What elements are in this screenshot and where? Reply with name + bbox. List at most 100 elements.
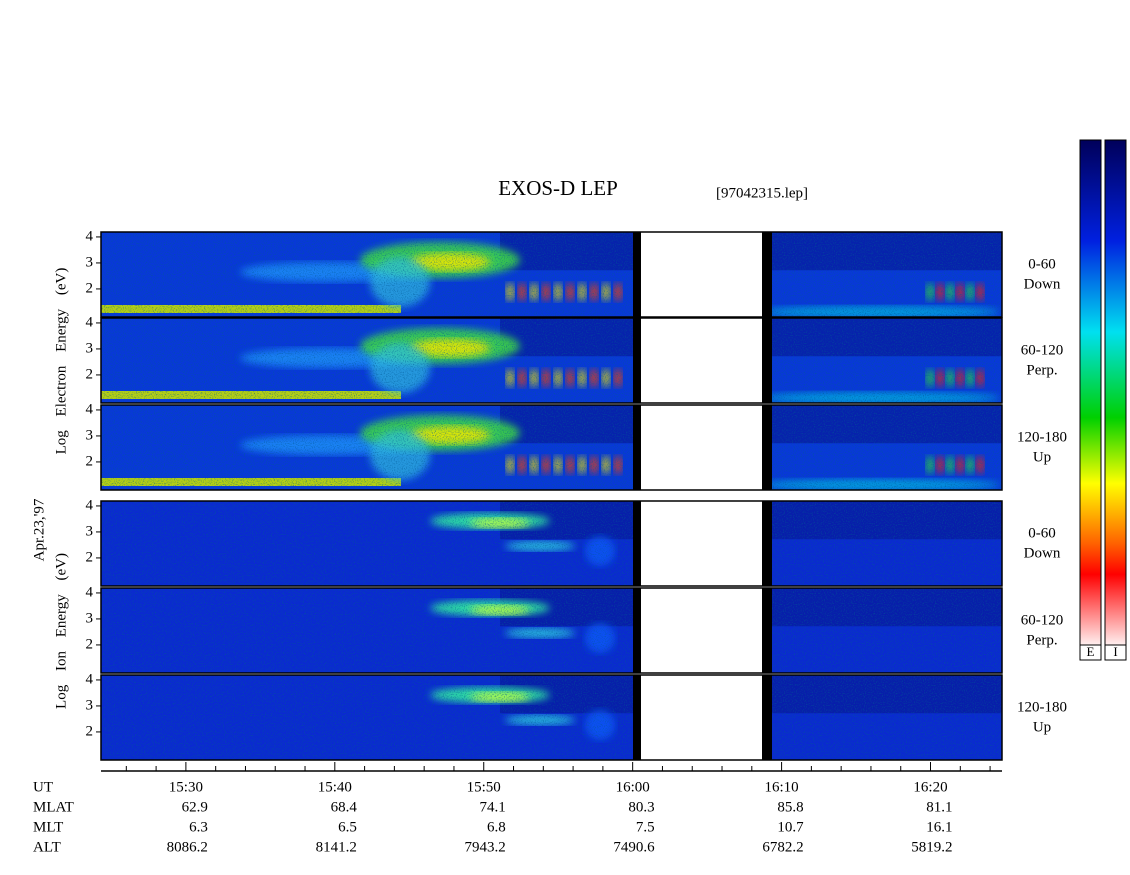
x-axis-name: UT [33,779,53,795]
pitch-label: 120-180 [1017,699,1067,715]
y-tick-label: 3 [86,427,94,443]
panel-frame [100,674,1003,761]
spectrogram [101,501,1002,586]
spectrogram [101,675,1002,760]
direction-label: Perp. [1026,362,1057,378]
direction-label: Perp. [1026,632,1057,648]
y-tick-label: 2 [86,636,94,652]
row-value: 68.4 [331,799,358,815]
panel-frame [100,231,1003,318]
y-tick-label: 3 [86,697,94,713]
x-tick-label: 15:50 [467,779,501,795]
gap-edge [762,232,772,317]
y-tick-label: 3 [86,523,94,539]
y-axis-label: Log Electron Energy (eV) [53,268,69,455]
colorbar [1104,139,1127,646]
y-tick-label: 2 [86,453,94,469]
row-value: 85.8 [777,799,803,815]
y-tick-label: 4 [86,401,94,417]
noise [101,588,1002,673]
colorbar-label: I [1113,644,1117,659]
gap-edge [762,501,772,586]
row-name: ALT [33,839,61,855]
row-value: 62.9 [182,799,208,815]
date-label: Apr.23,'97 [31,498,47,561]
x-tick-label: 16:00 [616,779,650,795]
row-value: 74.1 [479,799,505,815]
gap [641,405,762,490]
direction-label: Up [1033,719,1051,735]
x-tick-label: 15:30 [169,779,203,795]
pitch-label: 60-120 [1021,612,1064,628]
gap-edge [762,318,772,403]
gap-edge [633,318,641,403]
row-value: 6.5 [338,819,357,835]
direction-label: Down [1024,545,1061,561]
gap-edge [633,675,641,760]
gap-edge [762,405,772,490]
row-value: 16.1 [926,819,952,835]
row-value: 6.3 [189,819,208,835]
row-value: 6.8 [487,819,506,835]
y-tick-label: 2 [86,366,94,382]
panel-frame [100,317,1003,404]
colorbar-label: E [1087,644,1095,659]
chart-title: EXOS-D LEP [498,176,618,200]
y-tick-label: 3 [86,610,94,626]
y-tick-label: 2 [86,723,94,739]
direction-label: Down [1024,276,1061,292]
gap [641,501,762,586]
panel-frame [100,587,1003,674]
y-tick-label: 4 [86,228,94,244]
gap-edge [633,588,641,673]
pitch-label: 60-120 [1021,342,1064,358]
noise [101,405,1002,490]
row-value: 6782.2 [762,839,803,855]
y-tick-label: 2 [86,549,94,565]
gap-edge [633,405,641,490]
gap [641,675,762,760]
x-tick-label: 16:20 [913,779,947,795]
y-tick-label: 4 [86,497,94,513]
pitch-label: 0-60 [1028,256,1056,272]
noise [101,318,1002,403]
colorbar-label-box [1104,644,1127,661]
noise [101,675,1002,760]
gap-edge [633,501,641,586]
x-tick-label: 16:10 [765,779,799,795]
gap-edge [762,588,772,673]
row-name: MLAT [33,799,74,815]
spectrogram [101,405,1002,490]
row-value: 10.7 [777,819,804,835]
y-tick-label: 4 [86,671,94,687]
row-value: 7490.6 [613,839,655,855]
colorbar-label-box [1079,644,1102,661]
y-axis-label: Log Ion Energy (eV) [53,553,69,709]
noise [101,232,1002,317]
colorbar [1079,139,1102,646]
row-name: MLT [33,819,63,835]
panel-frame [100,404,1003,491]
spectrogram [101,588,1002,673]
y-tick-label: 3 [86,254,94,270]
spectrogram [101,232,1002,317]
row-value: 7.5 [636,819,655,835]
panel-frame [100,500,1003,587]
gap [641,232,762,317]
row-value: 8141.2 [316,839,357,855]
y-tick-label: 4 [86,314,94,330]
y-tick-label: 4 [86,584,94,600]
pitch-label: 0-60 [1028,525,1056,541]
gap-edge [762,675,772,760]
row-value: 81.1 [926,799,952,815]
row-value: 5819.2 [911,839,952,855]
gap [641,588,762,673]
direction-label: Up [1033,449,1051,465]
spectrogram [101,318,1002,403]
y-tick-label: 3 [86,340,94,356]
row-value: 80.3 [628,799,654,815]
noise [101,501,1002,586]
row-value: 7943.2 [464,839,505,855]
x-tick-label: 15:40 [318,779,352,795]
